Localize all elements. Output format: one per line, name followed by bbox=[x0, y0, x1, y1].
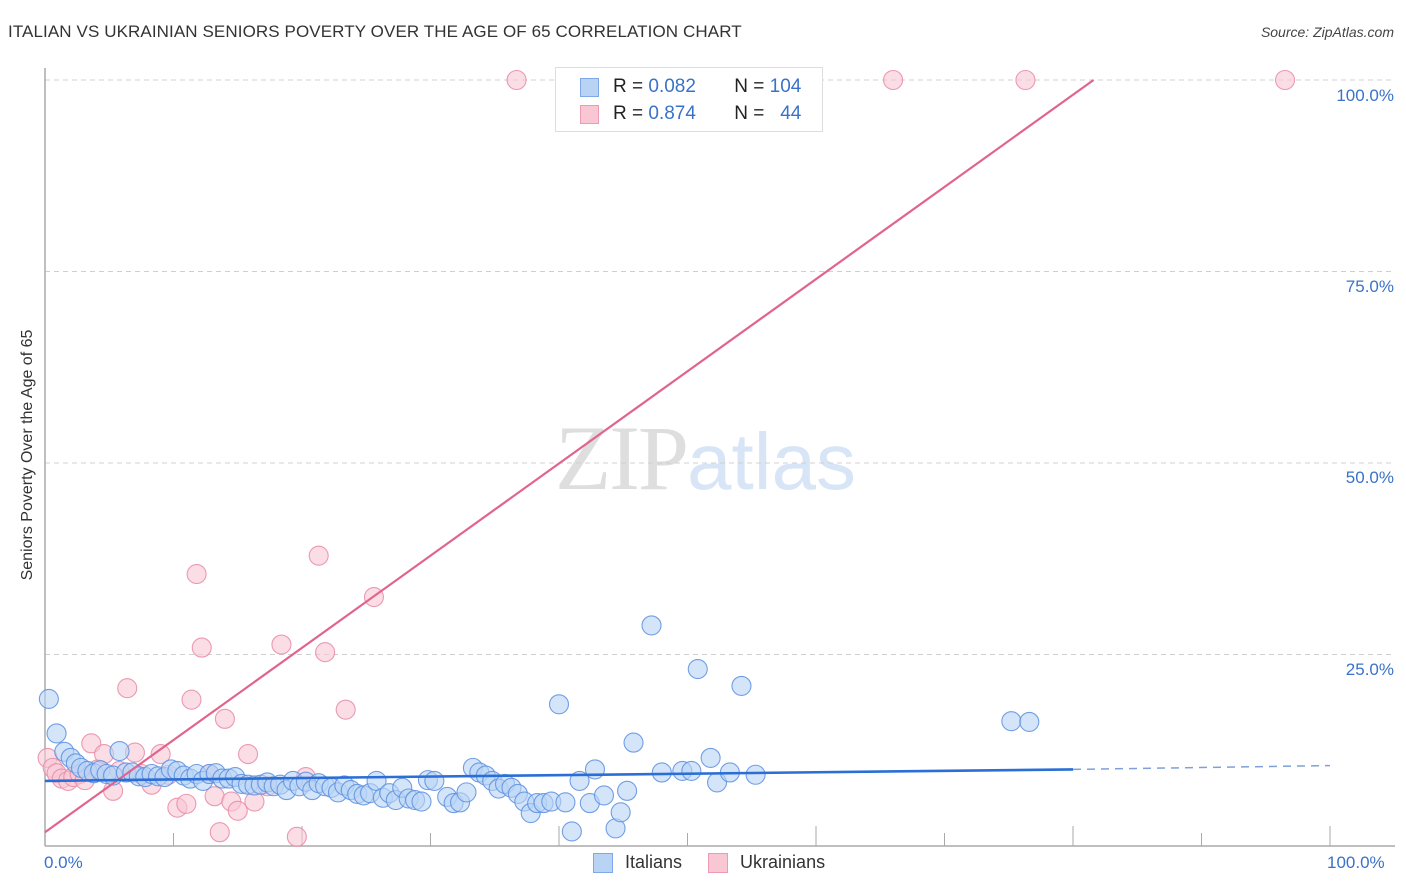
data-point bbox=[651, 762, 672, 783]
italians-swatch bbox=[580, 77, 599, 97]
legend-row-italians: R = 0.082 N = 104 bbox=[580, 75, 801, 99]
series-legend: Italians Ukrainians bbox=[593, 852, 851, 873]
ukrainians-r-value: 0.874 bbox=[648, 103, 696, 124]
y-tick-75: 75.0% bbox=[1345, 277, 1394, 296]
ukrainians-points bbox=[37, 69, 1296, 847]
ukrainians-swatch bbox=[708, 852, 729, 873]
ukrainians-swatch bbox=[580, 104, 599, 124]
legend-label-italians: Italians bbox=[625, 852, 683, 872]
ukrainians-n-value: 44 bbox=[780, 103, 802, 124]
data-point bbox=[271, 634, 292, 655]
data-point bbox=[181, 689, 202, 710]
data-point bbox=[46, 723, 67, 744]
y-tick-25: 25.0% bbox=[1345, 660, 1394, 679]
data-point bbox=[506, 69, 527, 91]
stats-legend: R = 0.082 N = 104 R = 0.874 N = 44 bbox=[555, 67, 823, 132]
data-point bbox=[227, 800, 248, 821]
data-point bbox=[731, 675, 752, 696]
y-tick-100: 100.0% bbox=[1336, 86, 1394, 105]
italians-r-value: 0.082 bbox=[648, 76, 696, 97]
n-label: N = bbox=[734, 76, 765, 97]
r-label: R = bbox=[613, 76, 644, 97]
y-tick-50: 50.0% bbox=[1345, 468, 1394, 487]
data-point bbox=[315, 642, 336, 663]
gridlines bbox=[45, 79, 1395, 655]
data-point bbox=[610, 802, 631, 823]
data-point bbox=[424, 770, 445, 791]
r-label: R = bbox=[613, 103, 644, 124]
data-point bbox=[117, 678, 138, 699]
data-point bbox=[191, 637, 212, 658]
trend-lines bbox=[44, 79, 1331, 834]
data-point bbox=[1015, 69, 1036, 91]
data-point bbox=[81, 733, 102, 754]
data-point bbox=[411, 791, 432, 812]
data-point bbox=[209, 822, 230, 843]
data-point bbox=[561, 821, 582, 842]
data-point bbox=[335, 699, 356, 720]
italians-trend-line bbox=[44, 768, 1074, 783]
legend-item-ukrainians[interactable]: Ukrainians bbox=[708, 852, 825, 873]
data-point bbox=[555, 792, 576, 813]
data-point bbox=[548, 694, 570, 715]
data-point bbox=[186, 564, 207, 585]
data-point bbox=[617, 780, 638, 801]
italians-trend-extension bbox=[1072, 764, 1331, 771]
x-tick-0: 0.0% bbox=[44, 853, 83, 872]
axes bbox=[44, 68, 1395, 847]
data-point bbox=[623, 732, 644, 753]
italians-n-value: 104 bbox=[769, 76, 802, 97]
data-point bbox=[593, 785, 615, 806]
data-point bbox=[1019, 711, 1040, 732]
data-point bbox=[1274, 69, 1296, 91]
italians-points bbox=[38, 615, 1040, 842]
legend-row-ukrainians: R = 0.874 N = 44 bbox=[580, 102, 801, 126]
data-point bbox=[687, 659, 708, 680]
ukrainians-trend-line bbox=[44, 79, 1095, 834]
chart-title: ITALIAN VS UKRAINIAN SENIORS POVERTY OVE… bbox=[8, 22, 742, 41]
data-point bbox=[38, 688, 59, 709]
italians-swatch bbox=[593, 852, 613, 873]
data-point bbox=[641, 615, 662, 636]
legend-label-ukrainians: Ukrainians bbox=[740, 852, 826, 872]
data-point bbox=[308, 545, 329, 566]
data-point bbox=[1001, 711, 1022, 732]
n-label: N = bbox=[734, 103, 765, 124]
data-point bbox=[150, 744, 171, 765]
data-point bbox=[286, 826, 307, 847]
data-point bbox=[176, 793, 197, 814]
data-point bbox=[109, 740, 130, 762]
data-point bbox=[700, 747, 721, 768]
x-tick-100: 100.0% bbox=[1327, 853, 1385, 872]
data-point bbox=[681, 760, 702, 781]
data-point bbox=[456, 782, 477, 803]
legend-item-italians[interactable]: Italians bbox=[593, 852, 682, 873]
data-point bbox=[237, 744, 259, 765]
data-point bbox=[883, 69, 904, 91]
data-point bbox=[745, 764, 766, 785]
source-label: Source: ZipAtlas.com bbox=[1260, 24, 1394, 40]
data-point bbox=[214, 708, 235, 729]
